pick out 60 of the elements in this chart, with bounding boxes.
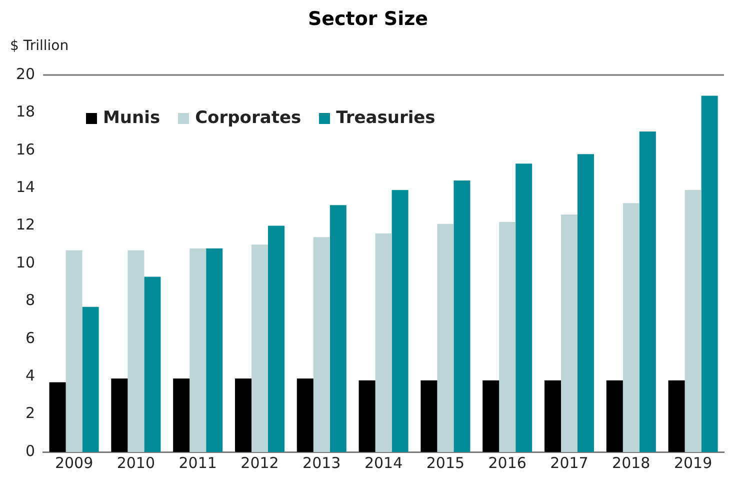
bar (358, 380, 376, 452)
x-tick-label: 2019 (674, 454, 712, 472)
bar (190, 248, 206, 452)
bar (482, 380, 500, 452)
bar (144, 276, 161, 452)
bar (544, 380, 561, 452)
x-tick-label: 2011 (178, 454, 217, 472)
x-tick-label: 2010 (116, 454, 156, 472)
bar (499, 222, 516, 452)
y-tick-label: 14 (16, 178, 36, 196)
x-tick-label: 2016 (488, 454, 526, 472)
y-tick-label: 18 (16, 102, 36, 121)
bar (437, 224, 454, 452)
bar (206, 248, 223, 452)
legend-label: Corporates (195, 108, 302, 128)
x-tick-label: 2012 (240, 454, 279, 472)
bar (330, 205, 346, 452)
y-tick-label: 12 (16, 216, 36, 234)
bar (668, 380, 685, 452)
bar (560, 214, 578, 452)
x-tick-label: 2014 (364, 454, 403, 472)
y-tick-label: 6 (26, 328, 36, 347)
bar (578, 154, 594, 452)
x-tick-label: 2018 (612, 454, 650, 472)
y-axis-title: $ Trillion (10, 38, 70, 56)
y-tick-label: 10 (16, 253, 36, 272)
x-tick-label: 2013 (302, 454, 341, 472)
bar (392, 190, 408, 452)
bar (66, 250, 82, 452)
y-tick-label: 4 (26, 366, 36, 384)
bar (296, 378, 314, 452)
legend-label: Munis (103, 108, 160, 128)
bar (111, 378, 128, 452)
bar (313, 237, 330, 452)
y-tick-label: 8 (26, 291, 36, 310)
bar (639, 132, 656, 452)
y-tick-label: 16 (16, 140, 36, 158)
bar (268, 226, 284, 452)
bar (375, 233, 392, 452)
bar (49, 382, 66, 452)
y-tick-label: 0 (26, 442, 36, 460)
bar (82, 306, 99, 452)
bar (251, 244, 268, 452)
bar (173, 378, 190, 452)
x-tick-label: 2015 (426, 454, 465, 472)
bar (234, 378, 252, 452)
y-tick-label: 2 (26, 404, 36, 422)
bar (128, 250, 144, 452)
chart-title: Sector Size (306, 8, 430, 32)
legend-label: Treasuries (336, 108, 436, 128)
bar (684, 190, 702, 452)
bar (420, 380, 438, 452)
x-tick-label: 2017 (550, 454, 588, 472)
y-tick-label: 20 (16, 64, 36, 83)
bar (454, 180, 470, 452)
bar (622, 203, 640, 452)
bar (606, 380, 623, 452)
bar (516, 164, 532, 452)
x-tick-label: 2009 (54, 454, 94, 472)
bar (701, 96, 718, 452)
